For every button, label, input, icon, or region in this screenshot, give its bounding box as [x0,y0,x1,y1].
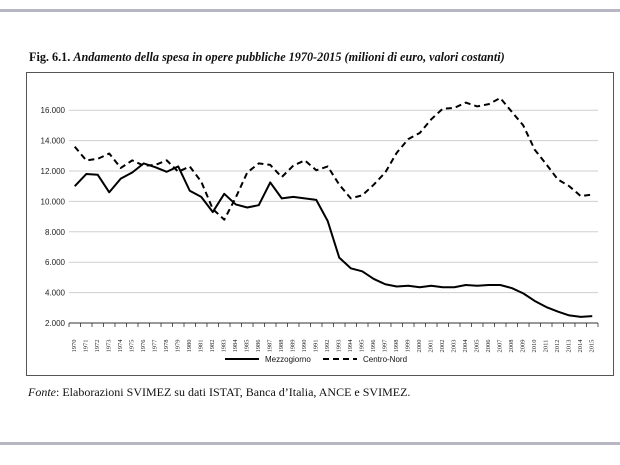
x-tick-label: 1977 [152,339,159,353]
x-tick-label: 2011 [543,340,550,353]
x-tick-label: 1987 [267,339,274,353]
x-tick-label: 1976 [140,339,147,353]
figure-label: Fig. 6.1. [29,50,71,64]
y-tick-label: 16.000 [41,106,66,115]
line-chart: 2.000 4.000 6.000 8.000 10.000 12.000 14.000 16… [41,97,599,364]
x-tick-label: 1993 [336,340,343,353]
x-tick-label: 1970 [71,340,78,353]
source-label: Fonte [28,385,56,399]
x-tick-label: 1973 [106,340,113,353]
x-tick-label: 1985 [244,340,251,353]
x-tick-label: 1982 [209,340,216,353]
series-line-mezzogiorno [74,162,593,318]
x-tick-label: 2002 [439,340,446,353]
legend-label: Mezzogiorno [265,355,311,364]
source-note: Fonte: Elaborazioni SVIMEZ su dati ISTAT… [28,385,410,400]
x-tick-label: 1979 [175,340,182,353]
top-rule [0,9,620,12]
x-tick-label: 2001 [428,340,435,353]
legend-label: Centro-Nord [363,355,407,364]
chart-frame: 2.000 4.000 6.000 8.000 10.000 12.000 14.000 16… [26,72,614,376]
x-tick-label: 1988 [278,340,285,353]
x-tick-label: 1996 [370,339,377,353]
x-tick-label: 2003 [451,340,458,353]
x-tick-label: 2008 [508,340,515,353]
y-tick-label: 12.000 [41,167,66,176]
x-tick-label: 2015 [589,340,596,353]
x-tick-label: 1989 [290,340,297,353]
x-tick-label: 1999 [405,340,412,353]
x-tick-label: 2006 [485,339,492,353]
x-tick-label: 1972 [94,340,101,353]
x-tick-label: 1981 [198,340,205,353]
y-tick-label: 10.000 [41,197,66,206]
x-tick-label: 1992 [324,340,331,353]
x-tick-label: 1998 [393,340,400,353]
x-tick-label: 2014 [577,339,584,353]
x-tick-label: 2012 [554,340,561,353]
y-tick-label: 8.000 [45,228,66,237]
source-text: : Elaborazioni SVIMEZ su dati ISTAT, Ban… [56,385,411,399]
x-tick-label: 1997 [382,339,389,353]
figure-title-text: Andamento della spesa in opere pubbliche… [73,50,505,64]
x-tick-label: 2004 [462,339,469,353]
x-tick-label: 1984 [232,339,239,353]
figure-title: Fig. 6.1. Andamento della spesa in opere… [29,50,505,65]
x-tick-label: 1974 [117,339,124,353]
x-tick-label: 1994 [347,339,354,353]
x-tick-label: 1990 [301,340,308,353]
x-tick-label: 2007 [497,339,504,353]
x-tick-label: 1991 [313,340,320,353]
x-tick-label: 2000 [416,340,423,353]
x-tick-label: 1986 [255,339,262,353]
x-tick-label: 1975 [129,340,136,353]
x-tick-label: 2010 [531,340,538,353]
x-tick-label: 2005 [474,340,481,353]
x-tick-label: 1971 [83,340,90,353]
bottom-rule [0,442,620,445]
x-tick-label: 1995 [359,340,366,353]
x-tick-label: 2013 [566,340,573,353]
x-tick-label: 1980 [186,340,193,353]
x-tick-label: 1983 [221,340,228,353]
series-line-centro-nord [73,97,593,221]
y-tick-label: 14.000 [41,137,66,146]
y-tick-label: 4.000 [45,289,66,298]
x-tick-label: 1978 [163,340,170,353]
y-tick-label: 2.000 [45,319,66,328]
x-tick-label: 2009 [520,340,527,353]
y-tick-label: 6.000 [45,258,66,267]
